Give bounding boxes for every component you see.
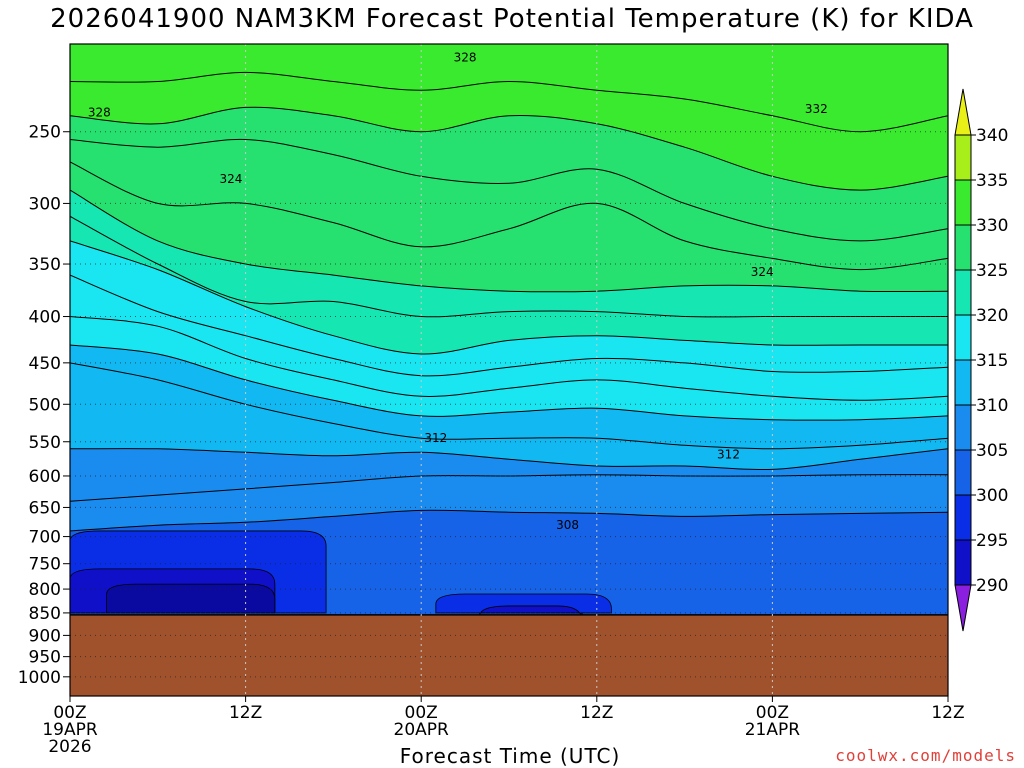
grid-lines [70, 44, 948, 696]
isentrope-324 [70, 189, 948, 293]
colorbar-segment [954, 449, 972, 496]
colorbar: 290 295 300 305 310 315 320 325 330 335 340 [954, 88, 1008, 632]
isentrope-314 [70, 344, 948, 421]
colorbar-label: 325 [976, 261, 1008, 281]
isentrope-330 [70, 106, 948, 191]
contour-label: 324 [220, 172, 243, 186]
y-tick-label: 650 [29, 498, 61, 518]
x-tick-label: 00Z [53, 703, 86, 723]
x-tick-label: 20APR [394, 720, 450, 740]
contour-label: 308 [556, 518, 579, 532]
y-tick-label: 900 [29, 626, 61, 646]
y-tick-label: 950 [29, 648, 61, 668]
x-tick-label: 2026 [48, 737, 91, 757]
x-tick-label: 21APR [745, 720, 801, 740]
band-above-332 [70, 44, 948, 132]
contour-label: 328 [88, 105, 111, 119]
x-tick-label: 19APR [42, 720, 98, 740]
theta-color-fill [70, 44, 948, 696]
y-tick-label: 300 [29, 194, 61, 214]
x-tick-label: 12Z [229, 703, 262, 723]
isentrope-312 [70, 362, 948, 450]
y-tick-label: 450 [29, 354, 61, 374]
y-tick-label: 750 [29, 555, 61, 575]
y-tick-label: 800 [29, 580, 61, 600]
cold-pool-2 [106, 583, 276, 614]
isentrope-326 [70, 161, 948, 271]
colorbar-segment [954, 314, 972, 361]
colorbar-segment [954, 224, 972, 271]
plot-frame [69, 43, 949, 697]
colorbar-segment [954, 539, 972, 586]
colorbar-max-arrow [954, 88, 972, 136]
isentrope-lines [70, 71, 948, 532]
colorbar-segment [954, 179, 972, 226]
chart-title: 2026041900 NAM3KM Forecast Potential Tem… [50, 4, 974, 34]
contour-label: 312 [424, 431, 447, 445]
y-axis: 2503003504004505005506006507007508008509… [18, 123, 70, 688]
y-tick-label: 550 [29, 433, 61, 453]
isentrope-316 [70, 316, 948, 401]
colorbar-label: 315 [976, 351, 1008, 371]
contour-label: 332 [805, 102, 828, 116]
y-tick-label: 400 [29, 308, 61, 328]
colorbar-label: 295 [976, 531, 1008, 551]
colorbar-label: 305 [976, 441, 1008, 461]
isentrope-320 [70, 240, 948, 355]
colorbar-label: 335 [976, 171, 1008, 191]
colorbar-label: 340 [976, 126, 1008, 146]
terrain-fill [70, 614, 948, 696]
y-tick-label: 850 [29, 604, 61, 624]
isentrope-310 [70, 448, 948, 471]
x-tick-label: 00Z [405, 703, 438, 723]
contour-label: 328 [454, 51, 477, 65]
contour-label: 324 [751, 265, 774, 279]
isentrope-332 [70, 71, 948, 133]
x-tick-label: 00Z [756, 703, 789, 723]
colorbar-segment [954, 494, 972, 541]
y-tick-label: 1000 [18, 668, 61, 688]
credit-text: coolwx.com/models [835, 746, 1016, 765]
isentrope-322 [70, 215, 948, 318]
y-tick-label: 600 [29, 467, 61, 487]
y-tick-label: 500 [29, 395, 61, 415]
y-tick-label: 700 [29, 528, 61, 548]
contour-labels: 328 328 324 332 324 312 312 308 [88, 51, 828, 533]
isentrope-328 [70, 138, 948, 242]
colorbar-label: 320 [976, 306, 1008, 326]
x-axis-title: Forecast Time (UTC) [399, 744, 621, 768]
x-tick-label: 12Z [580, 703, 613, 723]
isentrope-308 [70, 474, 948, 502]
colorbar-label: 330 [976, 216, 1008, 236]
colorbar-segment [954, 269, 972, 316]
colorbar-label: 310 [976, 396, 1008, 416]
x-tick-label: 12Z [931, 703, 964, 723]
colorbar-label: 290 [976, 576, 1008, 596]
isentrope-306 [70, 509, 948, 532]
colorbar-segment [954, 134, 972, 181]
colorbar-segment [954, 404, 972, 451]
y-tick-label: 250 [29, 123, 61, 143]
contour-label: 312 [717, 447, 740, 461]
colorbar-label: 300 [976, 486, 1008, 506]
isentrope-318 [70, 274, 948, 377]
y-tick-label: 350 [29, 255, 61, 275]
colorbar-min-arrow [954, 584, 972, 632]
colorbar-segment [954, 359, 972, 406]
terrain-block [70, 614, 948, 696]
